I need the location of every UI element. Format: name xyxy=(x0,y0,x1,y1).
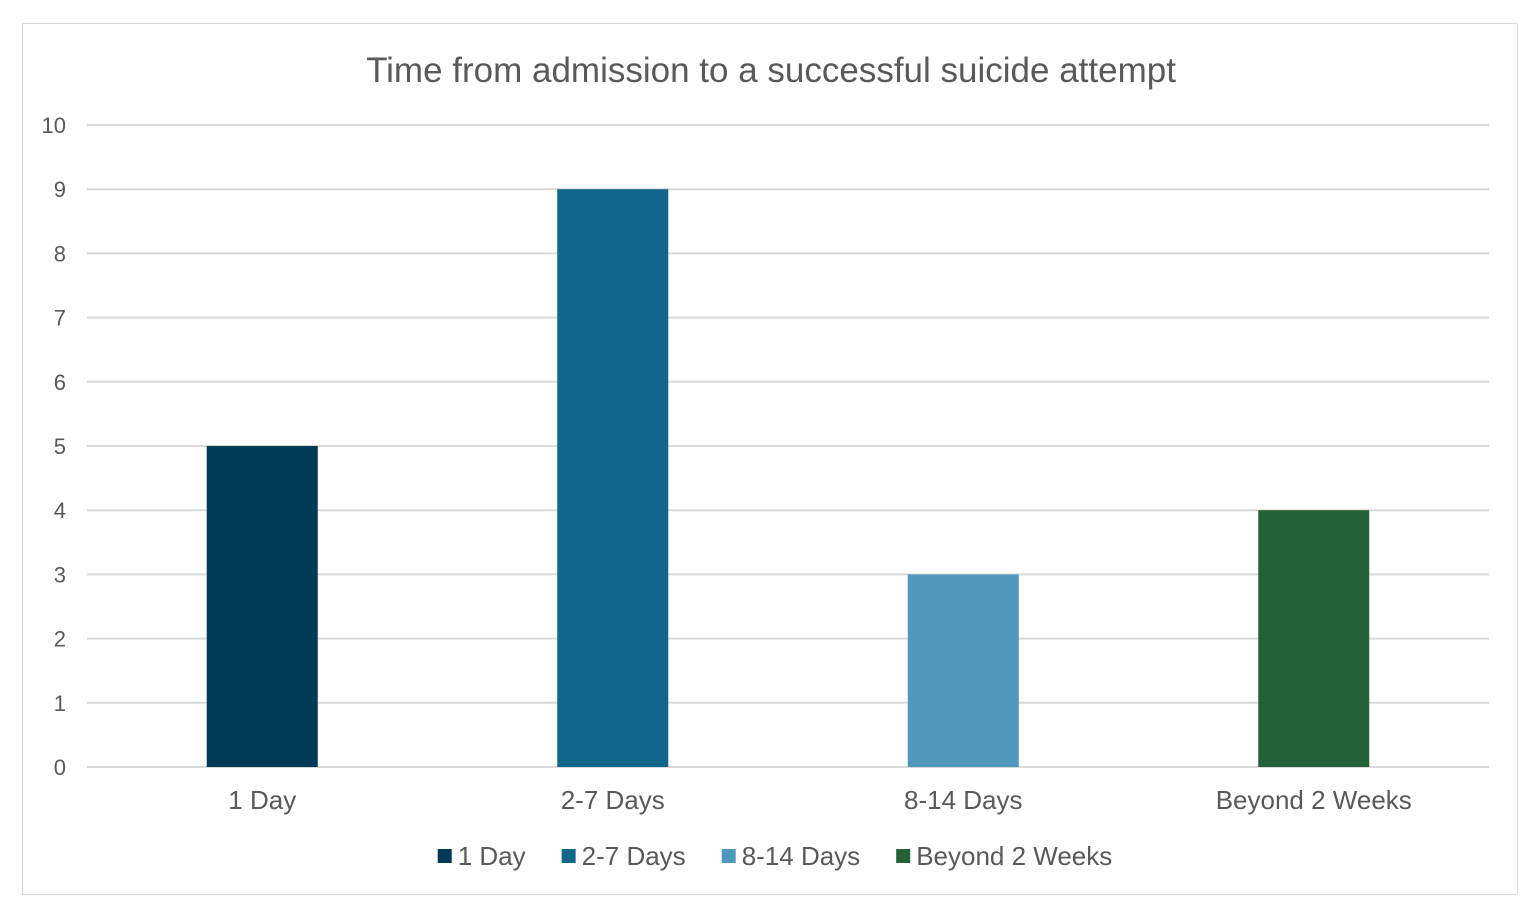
x-axis-categories: 1 Day 2-7 Days 8-14 Days Beyond 2 Weeks xyxy=(228,785,1412,815)
bar xyxy=(907,574,1019,767)
x-category-label: 8-14 Days xyxy=(904,785,1023,815)
legend-item: Beyond 2 Weeks xyxy=(896,841,1112,871)
y-tick-label: 2 xyxy=(54,627,66,652)
y-tick-label: 4 xyxy=(54,498,66,523)
legend-item: 1 Day xyxy=(437,841,526,871)
y-tick-label: 5 xyxy=(54,434,66,459)
y-tick-label: 1 xyxy=(54,691,66,716)
legend-item: 2-7 Days xyxy=(561,841,686,871)
legend-label: Beyond 2 Weeks xyxy=(916,841,1112,871)
legend-item: 8-14 Days xyxy=(721,841,861,871)
x-category-label: Beyond 2 Weeks xyxy=(1216,785,1412,815)
y-tick-label: 6 xyxy=(54,370,66,395)
legend-swatch xyxy=(561,849,576,863)
gridlines xyxy=(87,124,1489,768)
x-category-label: 2-7 Days xyxy=(561,785,665,815)
y-tick-label: 3 xyxy=(54,562,66,587)
y-tick-label: 0 xyxy=(54,755,66,780)
chart-title: Time from admission to a successful suic… xyxy=(366,51,1176,90)
legend-label: 8-14 Days xyxy=(742,841,861,871)
legend-swatch xyxy=(896,849,911,863)
legend-swatch xyxy=(437,849,452,863)
legend-swatch xyxy=(721,849,736,863)
x-category-label: 1 Day xyxy=(228,785,296,815)
legend: 1 Day 2-7 Days 8-14 Days Beyond 2 Weeks xyxy=(437,841,1112,871)
bars xyxy=(206,189,1370,767)
legend-label: 2-7 Days xyxy=(582,841,686,871)
bar xyxy=(1258,510,1370,767)
y-tick-label: 10 xyxy=(42,113,66,138)
y-tick-label: 9 xyxy=(54,177,66,202)
y-axis-ticks: 0 1 2 3 4 5 6 7 8 9 10 xyxy=(42,113,66,780)
y-tick-label: 8 xyxy=(54,241,66,266)
bar xyxy=(557,189,669,767)
bar xyxy=(206,446,318,767)
y-tick-label: 7 xyxy=(54,306,66,331)
legend-label: 1 Day xyxy=(458,841,526,871)
